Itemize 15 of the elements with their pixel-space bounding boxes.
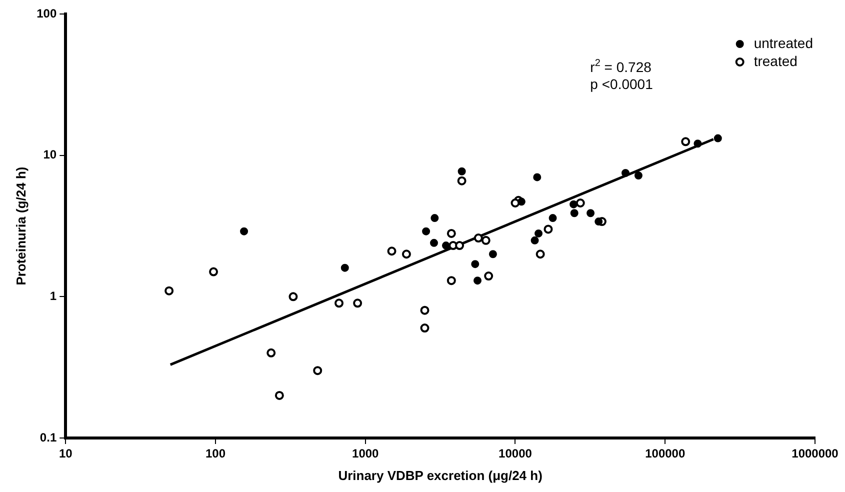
- x-tick-label: 100: [205, 446, 226, 461]
- annotation: p <0.0001: [590, 76, 654, 92]
- x-tick-label: 10: [58, 446, 73, 461]
- legend-label: treated: [754, 52, 798, 69]
- y-axis-title: Proteinuria (g/24 h): [13, 166, 28, 286]
- y-tick-label: 100: [36, 6, 57, 20]
- x-axis-title: Urinary VDBP excretion (μg/24 h): [338, 468, 542, 483]
- x-tick-label: 100000: [645, 446, 686, 461]
- y-tick-label: 0.1: [40, 430, 57, 444]
- x-tick-label: 1000: [352, 446, 380, 461]
- y-tick-label: 1: [50, 288, 57, 303]
- x-tick-label: 1000000: [792, 446, 839, 461]
- legend-label: untreated: [754, 34, 814, 51]
- x-tick-label: 10000: [498, 446, 532, 461]
- y-tick-label: 10: [43, 148, 57, 162]
